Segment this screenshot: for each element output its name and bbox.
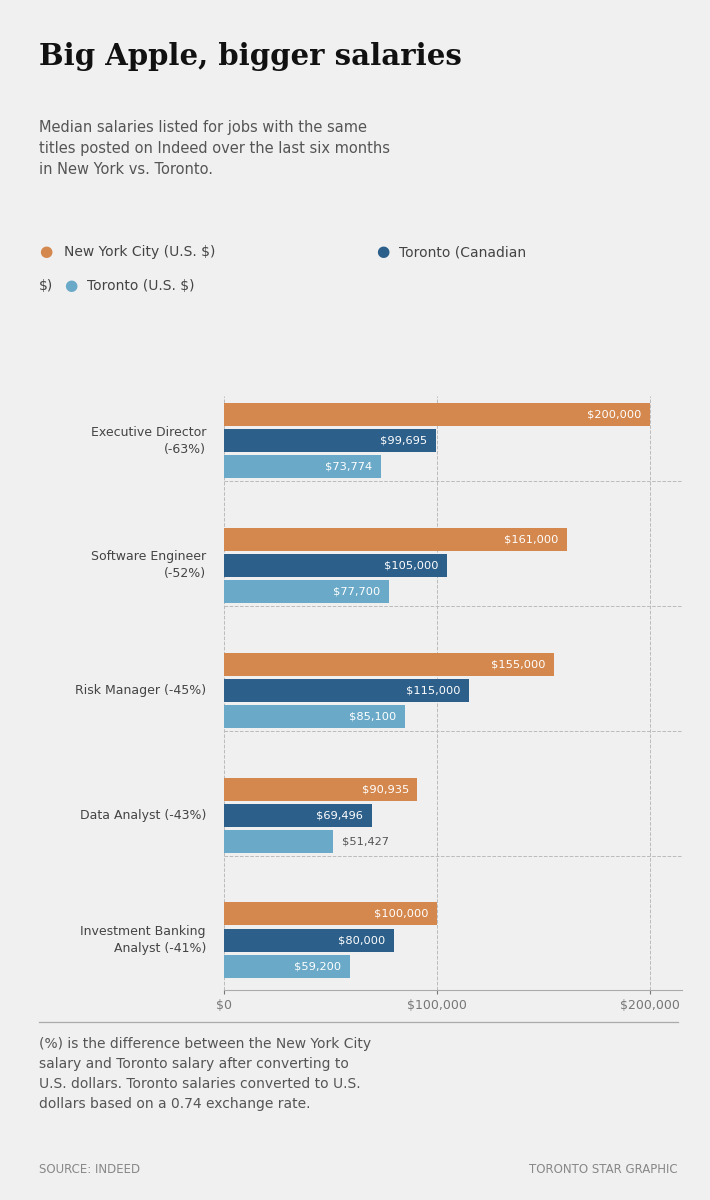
Bar: [224, 455, 381, 479]
Text: $99,695: $99,695: [381, 436, 427, 445]
Text: $59,200: $59,200: [294, 961, 342, 971]
Text: Executive Director
(-63%): Executive Director (-63%): [90, 426, 206, 456]
Text: $155,000: $155,000: [491, 659, 545, 670]
Bar: [224, 804, 371, 827]
Text: $100,000: $100,000: [373, 908, 428, 919]
Bar: [224, 554, 447, 577]
Bar: [224, 955, 350, 978]
Text: $): $): [39, 278, 53, 293]
Text: ●: ●: [376, 245, 390, 259]
Text: $69,496: $69,496: [316, 810, 363, 821]
Text: $161,000: $161,000: [503, 534, 558, 545]
Text: (%) is the difference between the New York City
salary and Toronto salary after : (%) is the difference between the New Yo…: [39, 1037, 371, 1111]
Bar: [224, 679, 469, 702]
Bar: [224, 653, 554, 676]
Text: Risk Manager (-45%): Risk Manager (-45%): [75, 684, 206, 697]
Text: Software Engineer
(-52%): Software Engineer (-52%): [91, 551, 206, 581]
Text: Data Analyst (-43%): Data Analyst (-43%): [80, 809, 206, 822]
Text: ●: ●: [64, 278, 77, 293]
Bar: [224, 430, 436, 452]
Text: New York City (U.S. $): New York City (U.S. $): [64, 245, 215, 259]
Text: Investment Banking
Analyst (-41%): Investment Banking Analyst (-41%): [80, 925, 206, 955]
Bar: [224, 778, 417, 800]
Text: Toronto (Canadian: Toronto (Canadian: [399, 245, 526, 259]
Text: Toronto (U.S. $): Toronto (U.S. $): [87, 278, 194, 293]
Text: $51,427: $51,427: [342, 836, 388, 846]
Text: $200,000: $200,000: [586, 409, 641, 419]
Text: $115,000: $115,000: [405, 685, 460, 695]
Bar: [224, 902, 437, 925]
Text: $73,774: $73,774: [325, 462, 372, 472]
Text: $90,935: $90,935: [361, 784, 409, 794]
Text: $77,700: $77,700: [334, 587, 381, 596]
Text: SOURCE: INDEED: SOURCE: INDEED: [39, 1163, 140, 1176]
Text: TORONTO STAR GRAPHIC: TORONTO STAR GRAPHIC: [530, 1163, 678, 1176]
Text: $85,100: $85,100: [349, 712, 396, 721]
Bar: [224, 706, 405, 728]
Bar: [224, 403, 650, 426]
Text: Median salaries listed for jobs with the same
titles posted on Indeed over the l: Median salaries listed for jobs with the…: [39, 120, 390, 176]
Text: Big Apple, bigger salaries: Big Apple, bigger salaries: [39, 42, 462, 71]
Text: $105,000: $105,000: [384, 560, 439, 570]
Text: $80,000: $80,000: [338, 935, 386, 946]
Text: ●: ●: [39, 245, 53, 259]
Bar: [224, 528, 567, 551]
Bar: [224, 830, 333, 853]
Bar: [224, 580, 389, 604]
Bar: [224, 929, 394, 952]
